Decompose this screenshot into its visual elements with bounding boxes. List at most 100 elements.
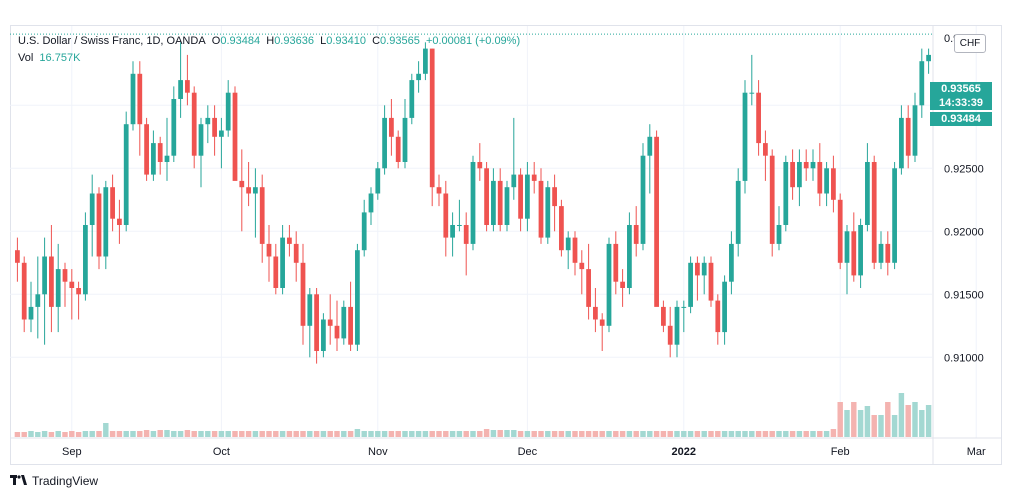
- candle-body: [239, 180, 245, 188]
- volume-bar: [817, 431, 823, 437]
- candle-body: [69, 281, 75, 288]
- candle-body: [402, 117, 408, 162]
- volume-bar: [851, 402, 857, 437]
- volume-bar: [55, 431, 61, 437]
- volume-bar: [150, 431, 157, 437]
- candle-body: [667, 325, 673, 345]
- open-value: 0.93484: [220, 35, 261, 47]
- volume-bar: [558, 431, 565, 437]
- volume-bar: [96, 431, 102, 437]
- volume-bar: [266, 431, 272, 437]
- volume-bar: [490, 430, 497, 437]
- volume-bar: [483, 429, 490, 437]
- volume-bar: [300, 431, 306, 437]
- candle-body: [620, 281, 625, 288]
- candle-body: [185, 80, 190, 93]
- candle-body: [640, 155, 646, 244]
- candle-body: [280, 237, 285, 288]
- candle-body: [633, 225, 639, 244]
- volume-bar: [762, 431, 769, 437]
- volume-bar: [715, 431, 721, 437]
- volume-bar: [456, 431, 463, 437]
- candle-body: [878, 243, 884, 263]
- currency-button[interactable]: CHF: [954, 34, 986, 53]
- volume-bar: [143, 430, 150, 437]
- volume-bar: [41, 431, 48, 437]
- candle-body: [137, 73, 143, 125]
- volume-bar: [803, 431, 809, 437]
- candle-body: [708, 262, 714, 301]
- candle-body: [314, 294, 319, 351]
- candle-body: [824, 168, 829, 194]
- volume-bar: [273, 431, 279, 437]
- volume-bar: [511, 430, 517, 437]
- candle-body: [491, 180, 496, 225]
- candle-body: [178, 80, 183, 99]
- volume-bar: [871, 415, 877, 437]
- tradingview-brand[interactable]: TradingView: [32, 474, 99, 488]
- candle-body: [164, 155, 170, 162]
- volume-bar: [48, 432, 55, 437]
- candle-body: [871, 162, 877, 263]
- candle-body: [62, 269, 68, 282]
- countdown-badge: 14:33:39: [930, 96, 992, 110]
- volume-bar: [205, 431, 211, 437]
- volume-bar: [307, 431, 313, 437]
- volume-bar: [361, 431, 367, 437]
- candle-body: [613, 243, 619, 282]
- candle-body: [606, 243, 612, 326]
- candle-body: [899, 117, 904, 169]
- candle-body: [688, 262, 693, 307]
- volume-bar: [415, 431, 422, 437]
- candle-body: [749, 92, 755, 94]
- volume-bar: [116, 431, 123, 437]
- volume-bar: [667, 431, 673, 437]
- price-tick-label: 0.91500: [944, 289, 984, 301]
- volume-bar: [395, 431, 401, 437]
- candle-body: [375, 168, 381, 194]
- candle-body: [919, 61, 925, 106]
- candle-body: [382, 117, 387, 169]
- volume-bar: [89, 431, 95, 437]
- candle-body: [253, 187, 258, 194]
- candle-body: [681, 306, 687, 308]
- candle-body: [776, 225, 782, 244]
- candle-body: [273, 256, 279, 288]
- volume-bar: [796, 431, 803, 437]
- footer: TradingView: [10, 474, 98, 488]
- volume-bar: [35, 432, 41, 437]
- volume-bar: [449, 431, 456, 437]
- candle-body: [579, 262, 585, 270]
- volume-bar: [422, 431, 429, 437]
- volume-bar: [925, 405, 932, 437]
- candle-body: [157, 143, 163, 162]
- time-tick-label: Sep: [62, 446, 82, 458]
- volume-bar: [218, 431, 225, 437]
- candle-body: [797, 162, 802, 188]
- volume-bar: [381, 431, 388, 437]
- candle-body: [436, 187, 442, 194]
- volume-bar: [368, 431, 374, 437]
- candle-body: [926, 54, 931, 62]
- candle-body: [518, 174, 523, 219]
- candle-body: [470, 162, 476, 244]
- candle-body: [504, 187, 510, 225]
- volume-bar: [755, 431, 762, 437]
- volume-bar: [592, 431, 599, 437]
- candle-body: [28, 306, 34, 320]
- volume-bar: [470, 431, 476, 437]
- candle-body: [735, 180, 741, 244]
- candle-body: [266, 243, 272, 257]
- volume-bar: [123, 431, 129, 437]
- volume-bar: [776, 431, 782, 437]
- candle-body: [191, 92, 197, 156]
- candle-body: [259, 187, 265, 244]
- volume-bar: [878, 415, 884, 437]
- high-value: 0.93636: [274, 35, 314, 47]
- volume-bar: [919, 410, 925, 437]
- volume-bar: [211, 431, 218, 437]
- volume-bar: [21, 432, 27, 437]
- volume-bar: [517, 431, 524, 437]
- candle-body: [15, 250, 20, 263]
